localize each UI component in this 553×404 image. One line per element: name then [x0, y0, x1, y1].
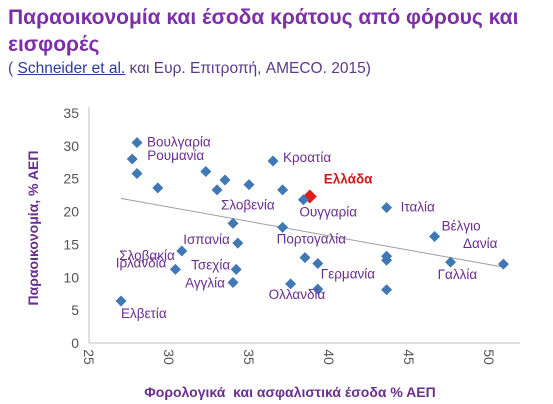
x-tick-label: 30 — [161, 349, 177, 365]
data-point — [152, 182, 164, 194]
source-link[interactable]: Schneider et al. — [17, 60, 126, 77]
source-open-paren: ( — [8, 60, 14, 77]
point-label: Βέλγιο — [442, 219, 481, 234]
chart-title: Παραοικονομία και έσοδα κράτους από φόρο… — [8, 6, 519, 56]
trend-line-group — [120, 197, 506, 268]
data-point — [497, 258, 509, 270]
data-point — [297, 194, 309, 206]
point-label: Σλοβενία — [221, 197, 275, 212]
data-point — [243, 179, 255, 191]
y-tick-label: 25 — [63, 171, 79, 187]
x-tick-label: 25 — [81, 349, 97, 365]
point-label: Ιταλία — [401, 200, 435, 215]
data-point — [115, 295, 127, 307]
point-label: Ουγγαρία — [299, 205, 357, 220]
point-label: Γερμανία — [321, 266, 375, 281]
y-axis-title: Παραοικονομία, % ΑΕΠ — [25, 151, 41, 306]
data-point — [381, 202, 393, 214]
data-point — [230, 263, 242, 275]
chart-axes: 0 5 10 15 20 25 30 35 25 30 35 40 45 50 — [63, 105, 520, 365]
data-points — [115, 137, 509, 307]
data-point — [429, 231, 441, 243]
data-point — [381, 284, 393, 296]
point-label: Τσεχία — [191, 257, 230, 272]
y-tick-label: 10 — [63, 269, 79, 285]
data-point — [126, 153, 138, 165]
y-tick-label: 35 — [63, 105, 79, 121]
source-note: ( Schneider et al. και Ευρ. Επιτροπή, AM… — [8, 60, 371, 78]
data-point — [169, 263, 181, 275]
point-label: Σλοβακία — [119, 248, 175, 263]
data-point — [381, 250, 393, 262]
point-label: Ρουμανία — [147, 148, 204, 163]
trend-line — [120, 197, 506, 268]
x-tick-label: 45 — [401, 349, 417, 365]
data-point — [232, 237, 244, 249]
x-tick-label: 40 — [321, 349, 337, 365]
data-point — [267, 155, 279, 167]
data-point — [131, 167, 143, 179]
data-point — [277, 184, 289, 196]
data-point — [312, 283, 324, 295]
data-point — [211, 184, 223, 196]
y-tick-label: 30 — [63, 138, 79, 154]
y-tick-label: 5 — [71, 302, 79, 318]
data-point — [285, 278, 297, 290]
y-tick-label: 15 — [63, 236, 79, 252]
data-point — [176, 245, 188, 257]
y-tick-label: 20 — [63, 204, 79, 220]
point-label: Ολλανδία — [269, 287, 326, 302]
point-label: Πορτογαλία — [277, 231, 347, 246]
point-label: Αγγλία — [185, 276, 225, 291]
data-point — [312, 257, 324, 269]
point-label: Ιρλανδία — [116, 255, 167, 270]
point-label: Κροατία — [283, 150, 331, 165]
data-point — [299, 252, 311, 264]
point-label: Ελβετία — [121, 306, 167, 321]
data-point — [227, 217, 239, 229]
point-label: Ελλάδα — [324, 171, 373, 186]
data-point — [277, 221, 289, 233]
data-point — [227, 277, 239, 289]
x-tick-label: 35 — [241, 349, 257, 365]
y-tick-label: 0 — [71, 335, 79, 351]
x-tick-label: 50 — [481, 349, 497, 365]
point-label: Ισπανία — [183, 232, 230, 247]
point-label: Γαλλία — [438, 267, 478, 282]
data-point — [219, 174, 231, 186]
point-label: Βουλγαρία — [147, 135, 211, 150]
data-point — [200, 165, 212, 177]
source-rest: και Ευρ. Επιτροπή, AMECO. 2015) — [125, 60, 371, 77]
data-point — [445, 256, 457, 268]
x-axis-title: Φορολογικά και ασφαλιστικά έσοδα % ΑΕΠ — [144, 384, 435, 400]
data-point — [131, 137, 143, 149]
point-label: Δανία — [463, 236, 498, 251]
